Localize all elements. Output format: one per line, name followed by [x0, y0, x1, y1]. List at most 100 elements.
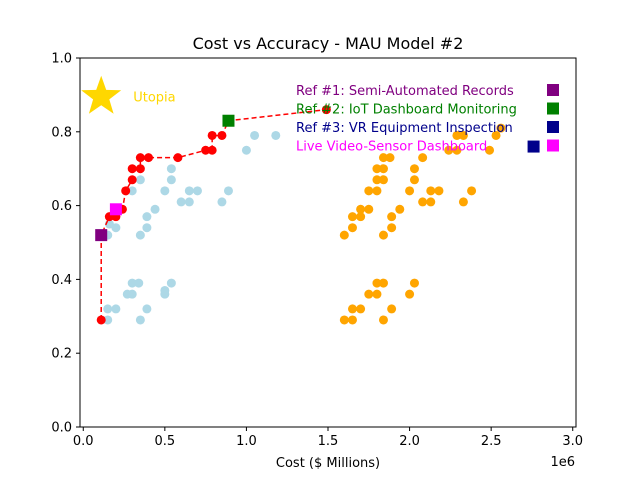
scatter-point-series-1: [160, 186, 170, 196]
scatter-point-series-2: [364, 289, 374, 299]
scatter-point-series-1: [135, 175, 145, 185]
pareto-point: [135, 164, 145, 174]
scatter-point-series-2: [405, 186, 415, 196]
reference-marker: [222, 114, 235, 127]
scatter-point-series-2: [452, 130, 462, 140]
utopia-label: Utopia: [133, 91, 175, 106]
legend-swatch: [547, 139, 559, 152]
x-tick-label: 1.0: [236, 434, 257, 449]
scatter-point-series-1: [217, 197, 227, 207]
scatter-point-series-1: [142, 223, 152, 233]
scatter-point-series-1: [134, 278, 144, 288]
scatter-point-series-1: [135, 315, 145, 325]
scatter-point-series-2: [372, 278, 382, 288]
x-tick-label: 3.0: [562, 434, 583, 449]
scatter-point-series-2: [409, 164, 419, 174]
scatter-point-series-2: [356, 204, 366, 214]
scatter-point-series-2: [418, 153, 428, 163]
plot-area: 0.0 0.5 1.0 1.5 2.0 2.5 3.0 0.0 0.2 0.4 0.6 0.8 1.0 U…: [51, 52, 583, 450]
x-axis-scale-label: 1e6: [550, 455, 575, 470]
scatter-point-series-2: [356, 304, 366, 314]
x-tick-label: 2.5: [481, 434, 502, 449]
y-tick-label: 0.4: [51, 273, 72, 288]
scatter-point-series-1: [127, 278, 137, 288]
scatter-point-series-2: [347, 304, 357, 314]
pareto-point: [127, 164, 137, 174]
scatter-point-series-1: [166, 164, 176, 174]
x-tick-label: 0.0: [73, 434, 94, 449]
scatter-point-series-2: [372, 164, 382, 174]
pareto-point: [173, 153, 183, 163]
scatter-point-series-2: [467, 186, 477, 196]
scatter-point-series-2: [387, 223, 397, 233]
scatter-point-series-2: [364, 204, 374, 214]
pareto-point: [201, 145, 211, 155]
scatter-point-series-1: [103, 304, 113, 314]
scatter-point-series-2: [378, 278, 388, 288]
scatter-point-series-2: [426, 186, 436, 196]
pareto-point: [127, 175, 137, 185]
y-tick-label: 0.8: [51, 125, 72, 140]
pareto-point: [207, 130, 217, 140]
x-tick-label: 1.5: [318, 434, 339, 449]
scatter-point-series-1: [127, 186, 137, 196]
scatter-point-series-2: [378, 175, 388, 185]
reference-marker: [527, 140, 540, 153]
scatter-point-series-2: [452, 145, 462, 155]
scatter-point-series-1: [250, 130, 260, 140]
scatter-point-series-1: [142, 304, 152, 314]
scatter-point-series-2: [458, 130, 468, 140]
scatter-point-series-2: [347, 315, 357, 325]
scatter-point-series-1: [166, 278, 176, 288]
legend-swatch: [547, 102, 559, 115]
scatter-point-series-2: [385, 153, 395, 163]
y-tick-label: 0.6: [51, 199, 72, 214]
scatter-point-series-2: [409, 175, 419, 185]
scatter-point-series-1: [184, 197, 194, 207]
scatter-point-series-2: [378, 230, 388, 240]
scatter-point-series-2: [378, 164, 388, 174]
x-tick-label: 0.5: [154, 434, 175, 449]
scatter-point-series-1: [184, 186, 194, 196]
scatter-point-series-1: [271, 130, 281, 140]
legend-label: Live Video-Sensor Dashboard: [296, 140, 487, 155]
scatter-point-series-2: [347, 223, 357, 233]
pareto-point: [96, 315, 106, 325]
scatter-point-series-2: [434, 186, 444, 196]
scatter-point-series-2: [409, 278, 419, 288]
scatter-point-series-1: [223, 186, 233, 196]
scatter-point-series-2: [356, 212, 366, 222]
scatter-point-series-2: [372, 289, 382, 299]
scatter-point-series-2: [347, 212, 357, 222]
scatter-point-series-2: [458, 197, 468, 207]
scatter-point-series-2: [444, 145, 454, 155]
scatter-point-series-1: [241, 145, 251, 155]
pareto-point: [217, 130, 227, 140]
scatter-point-series-1: [192, 186, 202, 196]
scatter-point-series-2: [378, 315, 388, 325]
scatter-point-series-2: [339, 315, 349, 325]
scatter-point-series-1: [135, 230, 145, 240]
scatter-point-series-2: [387, 212, 397, 222]
x-tick-label: 2.0: [399, 434, 420, 449]
scatter-point-series-2: [418, 197, 428, 207]
x-axis-label: Cost ($ Millions): [276, 456, 380, 471]
pareto-point: [207, 145, 217, 155]
pareto-point: [321, 105, 331, 115]
scatter-point-series-1: [103, 315, 113, 325]
scatter-point-series-1: [166, 175, 176, 185]
legend-label: Ref #2: IoT Dashboard Monitoring: [296, 103, 517, 118]
scatter-point-series-1: [111, 223, 121, 233]
chart-title: Cost vs Accuracy - MAU Model #2: [193, 34, 464, 53]
scatter-point-series-2: [372, 186, 382, 196]
scatter-point-series-1: [111, 304, 121, 314]
scatter-point-series-1: [127, 289, 137, 299]
scatter-point-series-2: [491, 130, 501, 140]
y-tick-label: 0.2: [51, 347, 72, 362]
legend-swatch: [547, 84, 559, 96]
pareto-point: [135, 153, 145, 163]
scatter-point-series-2: [378, 153, 388, 163]
pareto-frontier-line: [100, 108, 327, 320]
legend-label: Ref #1: Semi-Automated Records: [296, 84, 514, 99]
